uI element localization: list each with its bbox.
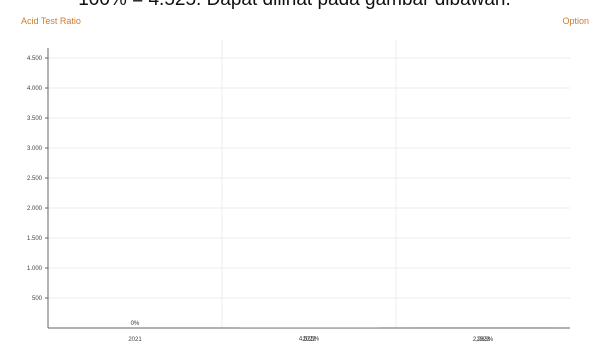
options-link[interactable]: Option	[562, 16, 589, 26]
y-tick-label: 3.000	[27, 146, 43, 152]
data-label-2021: 0%	[131, 321, 140, 327]
top-caption: 100% = 4.525. Dapat dilihat pada gambar …	[0, 0, 589, 11]
y-tick-label: 3.500	[27, 116, 43, 122]
y-tick-label: 2.000	[27, 206, 43, 212]
y-tick-label: 1.000	[27, 266, 43, 272]
data-label-2022: 4,525%	[299, 337, 320, 343]
y-tick-label: 4.500	[27, 56, 43, 62]
y-tick-label: 500	[32, 296, 43, 302]
y-tick-label: 4.000	[27, 86, 43, 92]
data-label-2023: 2,263%	[473, 337, 494, 343]
chart-title: Acid Test Ratio	[21, 16, 81, 26]
y-tick-label: 1.500	[27, 236, 43, 242]
y-tick-label: 2.500	[27, 176, 43, 182]
x-tick-label-2021: 2021	[128, 337, 142, 343]
x-tick-label-2023: 2023	[476, 337, 490, 343]
x-tick-label-2022: 2022	[302, 337, 316, 343]
